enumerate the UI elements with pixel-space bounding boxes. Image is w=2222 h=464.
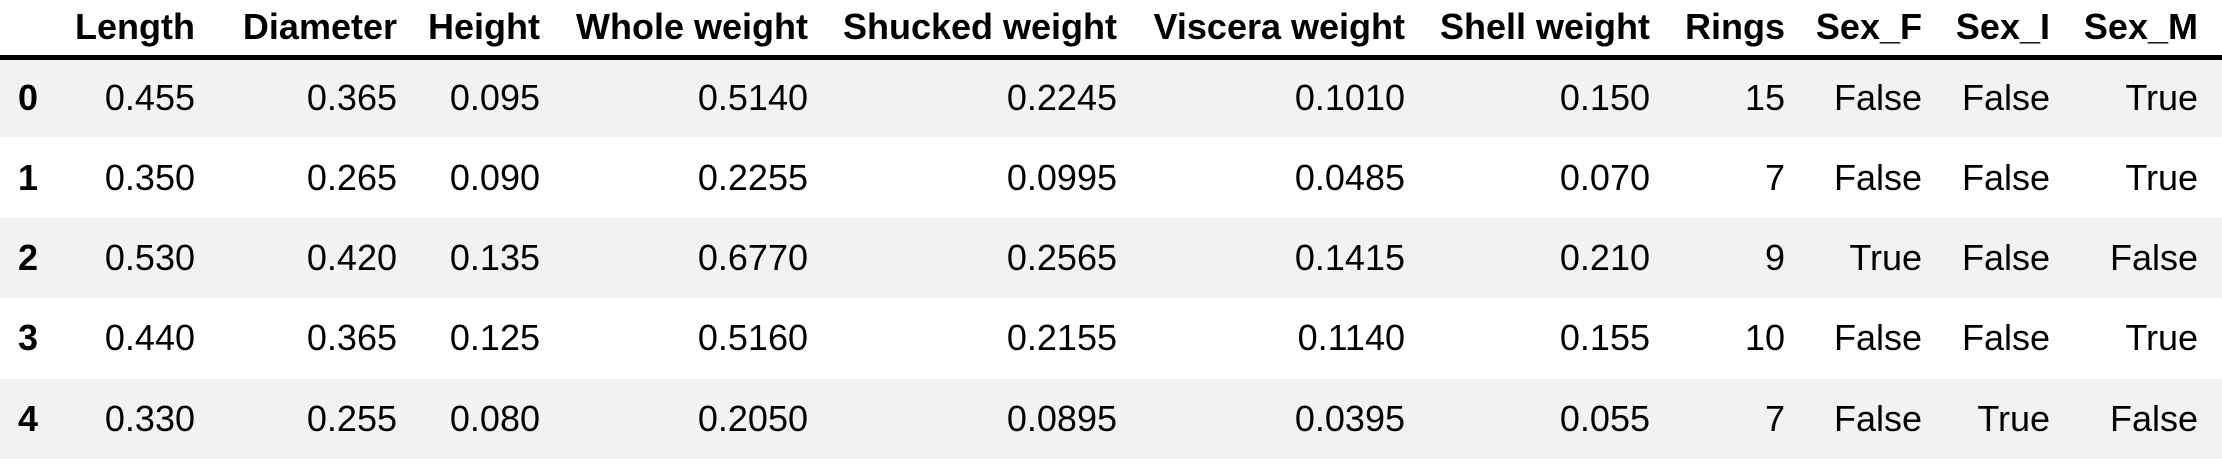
- row-index: 2: [18, 236, 39, 278]
- cell-sex-i: False: [1961, 156, 2050, 198]
- cell-diameter: 0.255: [306, 397, 397, 439]
- cell-sex-i: False: [1961, 236, 2050, 278]
- cell-rings: 10: [1744, 317, 1785, 359]
- table-row: 3 0.440 0.365 0.125 0.5160 0.2155 0.1140…: [0, 298, 2222, 379]
- cell-shucked-weight: 0.2155: [1006, 317, 1117, 359]
- cell-whole-weight: 0.2050: [697, 397, 808, 439]
- cell-length: 0.350: [104, 156, 195, 198]
- cell-whole-weight: 0.5140: [697, 77, 808, 119]
- cell-sex-i: True: [1977, 397, 2050, 439]
- cell-shell-weight: 0.155: [1559, 317, 1650, 359]
- cell-sex-m: True: [2125, 317, 2198, 359]
- col-header-sex-m: Sex_M: [2074, 0, 2222, 60]
- cell-shucked-weight: 0.0895: [1006, 397, 1117, 439]
- col-header-whole-weight: Whole weight: [564, 0, 832, 60]
- header-row: Length Diameter Height Whole weight Shuc…: [0, 0, 2222, 60]
- cell-length: 0.455: [104, 77, 195, 119]
- cell-length: 0.530: [104, 236, 195, 278]
- cell-sex-i: False: [1961, 77, 2050, 119]
- cell-sex-f: True: [1849, 236, 1922, 278]
- cell-diameter: 0.420: [306, 236, 397, 278]
- cell-shucked-weight: 0.2565: [1006, 236, 1117, 278]
- cell-height: 0.095: [449, 77, 540, 119]
- table-row: 0 0.455 0.365 0.095 0.5140 0.2245 0.1010…: [0, 57, 2222, 138]
- col-header-shell-weight: Shell weight: [1429, 0, 1674, 60]
- cell-rings: 9: [1764, 236, 1785, 278]
- col-header-viscera-weight: Viscera weight: [1141, 0, 1429, 60]
- cell-height: 0.080: [449, 397, 540, 439]
- col-header-sex-f: Sex_F: [1809, 0, 1946, 60]
- cell-sex-m: True: [2125, 77, 2198, 119]
- row-index: 0: [18, 77, 39, 119]
- cell-shell-weight: 0.070: [1559, 156, 1650, 198]
- cell-sex-m: True: [2125, 156, 2198, 198]
- cell-sex-f: False: [1833, 77, 1922, 119]
- cell-viscera-weight: 0.0395: [1294, 397, 1405, 439]
- cell-diameter: 0.265: [306, 156, 397, 198]
- cell-length: 0.330: [104, 397, 195, 439]
- table-header: Length Diameter Height Whole weight Shuc…: [0, 0, 2222, 60]
- row-index: 4: [18, 397, 39, 439]
- cell-viscera-weight: 0.0485: [1294, 156, 1405, 198]
- table-row: 4 0.330 0.255 0.080 0.2050 0.0895 0.0395…: [0, 378, 2222, 459]
- cell-shucked-weight: 0.0995: [1006, 156, 1117, 198]
- cell-viscera-weight: 0.1140: [1297, 317, 1405, 359]
- cell-diameter: 0.365: [306, 317, 397, 359]
- col-header-shucked-weight: Shucked weight: [832, 0, 1141, 60]
- cell-viscera-weight: 0.1010: [1294, 77, 1405, 119]
- cell-diameter: 0.365: [306, 77, 397, 119]
- cell-sex-i: False: [1961, 317, 2050, 359]
- col-header-sex-i: Sex_I: [1946, 0, 2074, 60]
- cell-length: 0.440: [104, 317, 195, 359]
- cell-sex-f: False: [1833, 156, 1922, 198]
- cell-rings: 7: [1764, 156, 1785, 198]
- cell-viscera-weight: 0.1415: [1294, 236, 1405, 278]
- cell-whole-weight: 0.6770: [697, 236, 808, 278]
- cell-rings: 15: [1744, 77, 1785, 119]
- cell-sex-f: False: [1833, 397, 1922, 439]
- cell-sex-m: False: [2109, 397, 2198, 439]
- cell-shucked-weight: 0.2245: [1006, 77, 1117, 119]
- col-header-height: Height: [421, 0, 564, 60]
- cell-shell-weight: 0.055: [1559, 397, 1650, 439]
- col-header-rings: Rings: [1674, 0, 1809, 60]
- cell-height: 0.090: [449, 156, 540, 198]
- table-body: 0 0.455 0.365 0.095 0.5140 0.2245 0.1010…: [0, 57, 2222, 459]
- cell-height: 0.125: [449, 317, 540, 359]
- row-index: 3: [18, 317, 39, 359]
- row-index: 1: [18, 156, 39, 198]
- cell-shell-weight: 0.210: [1559, 236, 1650, 278]
- table-row: 1 0.350 0.265 0.090 0.2255 0.0995 0.0485…: [0, 137, 2222, 218]
- cell-rings: 7: [1764, 397, 1785, 439]
- col-header-length: Length: [52, 0, 219, 60]
- cell-shell-weight: 0.150: [1559, 77, 1650, 119]
- table-row: 2 0.530 0.420 0.135 0.6770 0.2565 0.1415…: [0, 217, 2222, 299]
- cell-height: 0.135: [449, 236, 540, 278]
- cell-sex-m: False: [2109, 236, 2198, 278]
- cell-sex-f: False: [1833, 317, 1922, 359]
- col-header-diameter: Diameter: [219, 0, 421, 60]
- cell-whole-weight: 0.5160: [697, 317, 808, 359]
- cell-whole-weight: 0.2255: [697, 156, 808, 198]
- col-header-index: [0, 0, 52, 60]
